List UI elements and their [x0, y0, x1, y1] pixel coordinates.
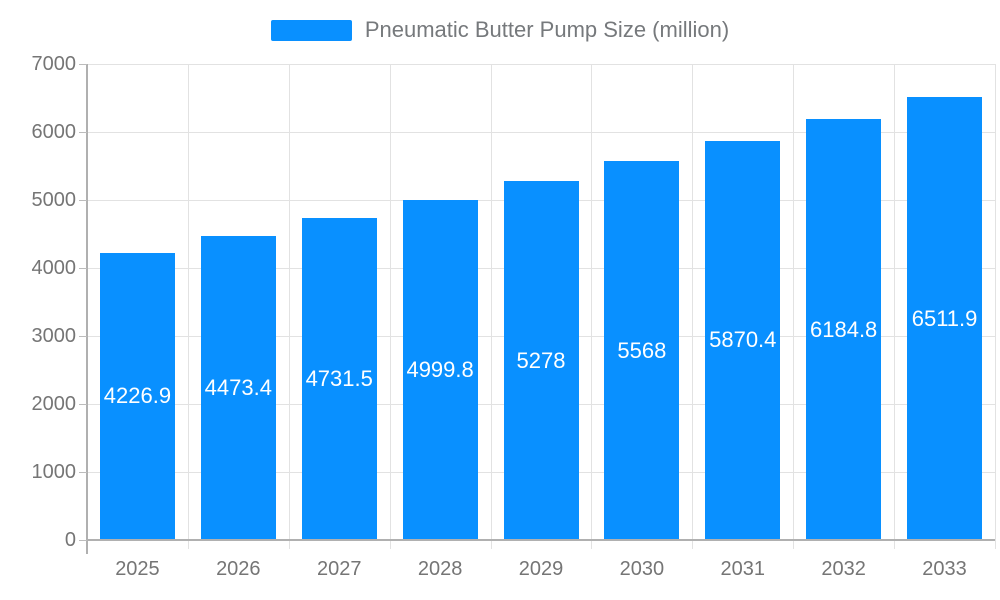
- bar-value-label: 4473.4: [204, 374, 272, 400]
- bar-2025[interactable]: 4226.9: [99, 252, 175, 540]
- x-axis-tick-label: 2028: [417, 558, 463, 580]
- bar-value-label: 5278: [516, 347, 566, 373]
- gridline-vertical: [188, 64, 189, 549]
- gridline-vertical: [692, 64, 693, 549]
- y-axis-line: [86, 64, 88, 554]
- x-axis-tick-label: 2025: [115, 558, 160, 580]
- bar-2027[interactable]: 4731.5: [301, 218, 377, 540]
- bar-value-label: 6511.9: [911, 305, 978, 331]
- bar-value-label: 4226.9: [103, 383, 172, 409]
- x-axis-tick-label: 2031: [720, 558, 766, 580]
- legend-swatch: [270, 19, 352, 41]
- x-axis-tick-label: 2027: [316, 558, 362, 580]
- y-axis-tick-label: 1000: [31, 461, 77, 483]
- x-axis-tick-label: 2026: [216, 558, 261, 580]
- y-axis-tick: [79, 132, 87, 133]
- gridline-vertical: [995, 64, 996, 549]
- y-axis-labels: 0 1000 2000 3000 4000 5000 6000 7000: [0, 0, 87, 600]
- gridline-vertical: [390, 64, 391, 549]
- y-axis-tick: [79, 200, 87, 201]
- x-axis-tick-label: 2032: [821, 558, 866, 580]
- y-axis-tick: [79, 404, 87, 405]
- y-axis-tick: [79, 64, 87, 65]
- y-axis-tick: [79, 268, 87, 269]
- x-axis-labels: 2025 2026 2027 2028 2029 2030 2031 2032 2033: [0, 557, 1000, 587]
- y-axis-tick-label: 5000: [31, 189, 77, 211]
- gridline-horizontal: [87, 64, 995, 65]
- y-axis-tick: [79, 540, 87, 541]
- bar-2028[interactable]: 4999.8: [402, 200, 478, 540]
- bar-2030[interactable]: 5568: [604, 161, 680, 540]
- y-axis-tick-label: 0: [64, 529, 76, 551]
- y-axis-tick-label: 3000: [31, 325, 77, 347]
- y-axis-tick-label: 6000: [31, 121, 77, 143]
- gridline-vertical: [491, 64, 492, 549]
- bar-value-label: 4999.8: [406, 357, 474, 383]
- x-axis-tick-label: 2030: [619, 558, 665, 580]
- x-axis-line: [86, 539, 995, 541]
- x-axis-tick-label: 2033: [922, 558, 967, 580]
- bar-value-label: 5568: [617, 337, 667, 363]
- bar-2033[interactable]: 6511.9: [907, 97, 983, 540]
- gridline-vertical: [289, 64, 290, 549]
- y-axis-tick: [79, 472, 87, 473]
- bar-2029[interactable]: 5278: [503, 181, 579, 540]
- y-axis-tick-label: 2000: [31, 393, 77, 415]
- plot-area: 4226.9 4473.4 4731.5 4999.8 5278 5568 5870.4 61…: [86, 64, 996, 554]
- gridline-vertical: [591, 64, 592, 549]
- gridline-vertical: [793, 64, 794, 549]
- x-axis-tick-label: 2029: [518, 558, 564, 580]
- gridline-horizontal: [87, 132, 995, 133]
- bar-value-label: 6184.8: [810, 316, 878, 342]
- bar-value-label: 5870.4: [709, 327, 777, 353]
- gridline-vertical: [894, 64, 895, 549]
- bar-2031[interactable]: 5870.4: [705, 140, 781, 540]
- bar-value-label: 4731.5: [305, 366, 373, 392]
- legend-label: Pneumatic Butter Pump Size (million): [364, 16, 730, 42]
- y-axis-tick: [79, 336, 87, 337]
- bar-2032[interactable]: 6184.8: [806, 119, 882, 540]
- y-axis-tick-label: 4000: [31, 257, 77, 279]
- y-axis-tick-label: 7000: [31, 53, 77, 75]
- bar-2026[interactable]: 4473.4: [200, 235, 276, 540]
- legend-item[interactable]: Pneumatic Butter Pump Size (million): [0, 6, 1000, 54]
